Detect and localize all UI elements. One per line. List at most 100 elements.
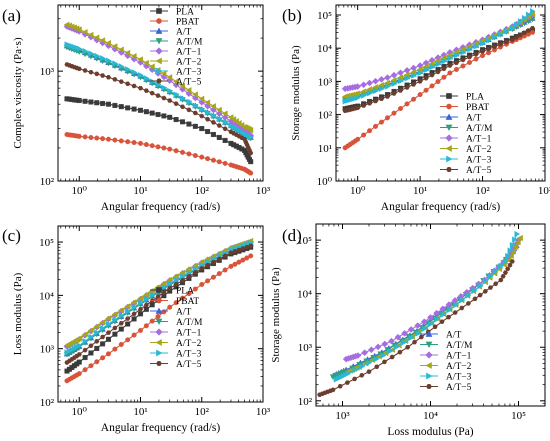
data-point — [453, 60, 459, 65]
y-tick-label: 10⁴ — [297, 289, 312, 301]
data-point — [374, 343, 382, 351]
data-point — [521, 14, 528, 22]
data-point — [453, 301, 460, 309]
data-point — [88, 99, 94, 105]
data-point — [76, 371, 82, 377]
data-point — [500, 274, 506, 279]
data-point — [88, 363, 94, 369]
data-point — [118, 341, 124, 347]
data-point — [441, 74, 447, 80]
data-point — [112, 77, 118, 82]
legend-label: A/T−2 — [176, 58, 202, 68]
legend-marker — [445, 113, 453, 120]
data-point — [155, 112, 161, 118]
data-point — [378, 96, 385, 101]
data-point — [491, 34, 498, 41]
data-point — [389, 354, 395, 360]
data-point — [447, 63, 453, 68]
data-point — [403, 71, 410, 78]
data-point — [155, 93, 161, 98]
data-point — [507, 247, 514, 254]
legend-label: A/T−3 — [466, 156, 492, 166]
legend-marker — [446, 103, 452, 110]
data-point — [143, 59, 149, 67]
data-point — [465, 301, 471, 306]
data-point — [143, 88, 149, 93]
data-point — [131, 140, 137, 146]
data-point — [447, 70, 453, 76]
data-point — [372, 98, 379, 104]
data-point — [477, 292, 483, 298]
series-line — [66, 98, 252, 162]
data-point — [222, 137, 228, 143]
data-point — [100, 325, 106, 332]
legend-marker — [156, 349, 163, 357]
x-axis-label: Angular frequency (rad/s) — [381, 201, 501, 213]
data-point — [352, 376, 358, 382]
data-point — [167, 286, 173, 291]
data-point — [137, 56, 143, 63]
data-point — [82, 134, 88, 140]
legend-marker — [156, 78, 162, 84]
data-point — [390, 77, 397, 84]
data-point — [100, 100, 106, 106]
data-point — [472, 296, 478, 302]
series-layer — [341, 8, 536, 151]
data-point — [517, 234, 523, 242]
y-tick-label: 10¹ — [318, 143, 332, 155]
data-point — [509, 25, 516, 32]
x-tick-label: 10³ — [335, 410, 350, 422]
data-point — [429, 72, 435, 78]
data-point — [248, 159, 254, 165]
y-tick-label: 10⁴ — [39, 290, 54, 302]
data-point — [222, 267, 228, 273]
y-tick-label: 10² — [318, 110, 333, 122]
data-point — [344, 380, 350, 385]
data-point — [143, 306, 149, 312]
legend-marker — [155, 339, 162, 346]
data-point — [505, 252, 511, 260]
data-point — [179, 269, 186, 276]
data-point — [487, 285, 494, 290]
data-point — [173, 300, 179, 306]
data-point — [411, 339, 418, 345]
y-tick-label: 10⁵ — [39, 237, 54, 249]
legend-label: A/T−5 — [466, 166, 492, 176]
data-point — [94, 135, 100, 141]
data-point — [76, 98, 82, 104]
legend-label: A/T — [466, 114, 482, 124]
data-point — [216, 115, 223, 123]
data-point — [118, 46, 124, 53]
data-point — [441, 57, 448, 65]
data-point — [405, 345, 411, 350]
data-point — [435, 60, 442, 68]
data-point — [161, 290, 167, 295]
data-point — [244, 245, 250, 250]
x-tick-label: 10⁰ — [72, 185, 88, 197]
data-point — [410, 68, 417, 76]
data-point — [388, 337, 395, 345]
data-point — [423, 76, 429, 81]
data-point — [407, 326, 415, 333]
data-point — [361, 92, 367, 99]
data-point — [185, 87, 192, 94]
data-point — [502, 270, 508, 275]
panel-label: (a) — [2, 6, 21, 25]
legend-label: A/T/M — [446, 341, 473, 351]
data-point — [394, 333, 402, 341]
x-tick-label: 10⁵ — [511, 410, 526, 422]
data-point — [180, 273, 186, 280]
data-point — [125, 81, 131, 86]
legend-label: A/T — [176, 28, 192, 38]
legend-label: A/T−5 — [446, 383, 472, 393]
data-point — [232, 261, 238, 267]
data-point — [167, 114, 173, 120]
data-point — [100, 341, 106, 347]
data-point — [427, 314, 434, 321]
data-point — [160, 70, 167, 77]
data-point — [105, 101, 111, 107]
data-point — [161, 145, 167, 151]
data-point — [88, 69, 94, 75]
data-point — [131, 304, 138, 311]
data-point — [447, 55, 454, 62]
